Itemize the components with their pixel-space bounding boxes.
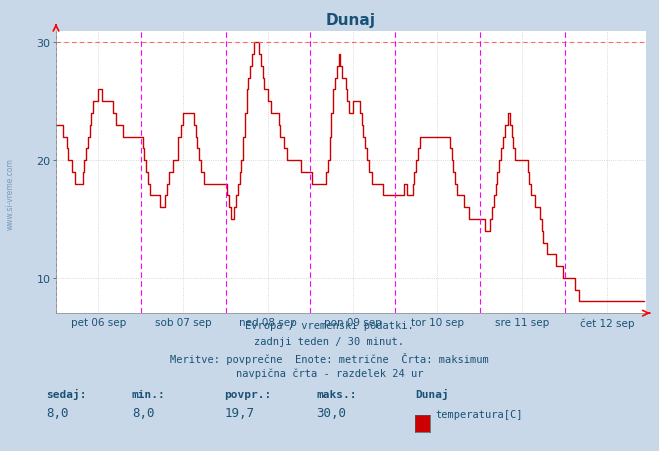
Title: Dunaj: Dunaj [326, 13, 376, 28]
Text: maks.:: maks.: [316, 389, 357, 399]
Text: 8,0: 8,0 [132, 406, 154, 419]
Text: sedaj:: sedaj: [46, 388, 86, 399]
Text: Evropa / vremenski podatki.: Evropa / vremenski podatki. [245, 320, 414, 330]
Text: Meritve: povprečne  Enote: metrične  Črta: maksimum: Meritve: povprečne Enote: metrične Črta:… [170, 352, 489, 364]
Text: www.si-vreme.com: www.si-vreme.com [5, 158, 14, 230]
Text: min.:: min.: [132, 389, 165, 399]
Text: temperatura[C]: temperatura[C] [435, 410, 523, 419]
Text: 19,7: 19,7 [224, 406, 254, 419]
Text: Dunaj: Dunaj [415, 388, 449, 399]
Text: zadnji teden / 30 minut.: zadnji teden / 30 minut. [254, 336, 405, 346]
Text: povpr.:: povpr.: [224, 389, 272, 399]
Text: 30,0: 30,0 [316, 406, 347, 419]
Text: 8,0: 8,0 [46, 406, 69, 419]
Text: navpična črta - razdelek 24 ur: navpična črta - razdelek 24 ur [236, 368, 423, 378]
